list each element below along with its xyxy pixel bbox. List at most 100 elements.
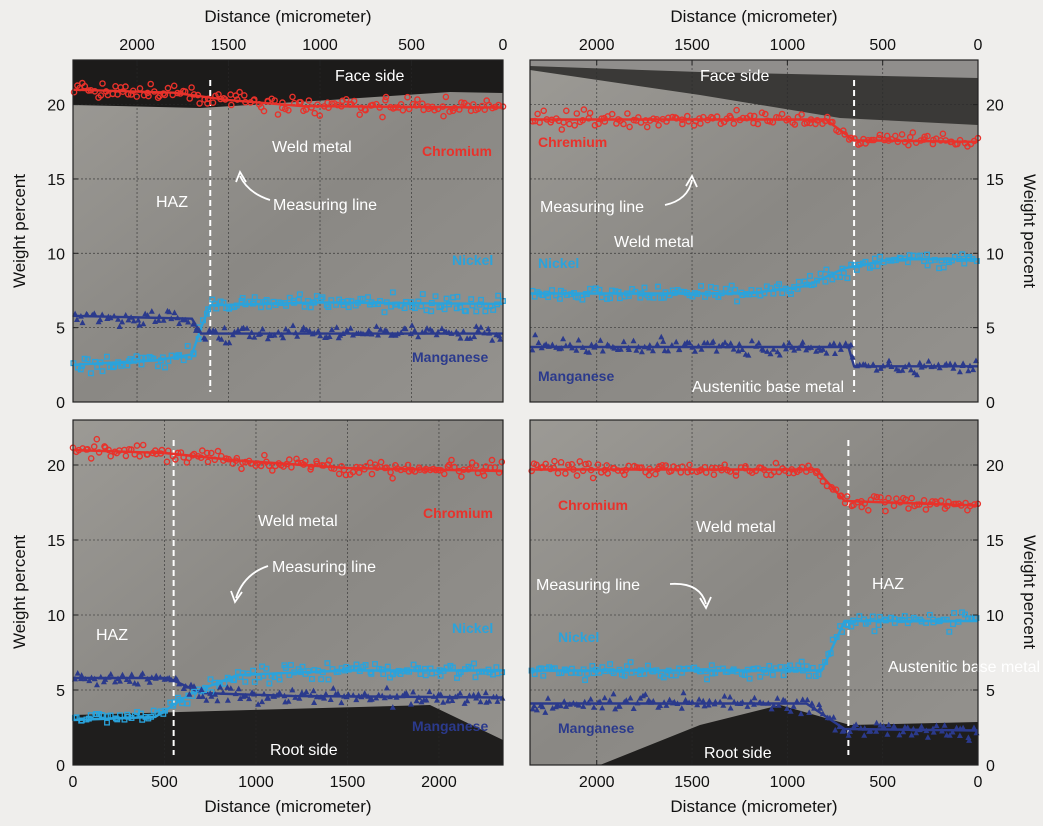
data-point-manganese <box>79 319 86 326</box>
data-point-manganese <box>575 336 582 343</box>
data-point-chromium <box>480 472 488 479</box>
data-point-nickel <box>97 359 104 366</box>
data-point-manganese <box>873 728 880 734</box>
data-point-manganese <box>947 360 954 367</box>
data-point-chromium <box>154 94 162 101</box>
data-point-chromium <box>732 472 740 479</box>
data-point-chromium <box>177 449 185 456</box>
data-point-chromium <box>170 82 178 90</box>
data-point-chromium <box>491 464 499 471</box>
data-point-chromium <box>328 100 336 107</box>
data-point-manganese <box>235 685 242 692</box>
data-point-nickel <box>461 307 468 314</box>
data-point-manganese <box>185 318 192 325</box>
data-point-manganese <box>220 689 227 695</box>
data-point-manganese <box>403 690 410 696</box>
data-point-chremium <box>758 109 766 116</box>
data-point-chromium <box>911 502 918 510</box>
data-point-manganese <box>798 341 805 347</box>
data-point-nickel <box>955 618 962 625</box>
data-point-manganese <box>563 703 570 709</box>
data-point-manganese <box>966 737 973 743</box>
data-point-manganese <box>625 344 632 351</box>
data-point-manganese <box>588 341 595 348</box>
data-point-manganese <box>419 329 426 335</box>
data-point-nickel <box>669 287 676 294</box>
data-point-manganese <box>446 694 453 700</box>
data-point-manganese <box>78 675 84 682</box>
data-point-chromium <box>858 497 865 505</box>
data-point-manganese <box>890 723 897 729</box>
data-point-manganese <box>265 695 272 701</box>
data-point-chromium <box>677 469 685 476</box>
data-point-manganese <box>214 697 221 704</box>
data-point-chremium <box>764 117 771 125</box>
annotation-haz: HAZ <box>872 576 904 593</box>
data-point-nickel <box>142 354 149 361</box>
data-point-manganese <box>918 364 925 370</box>
data-point-nickel <box>380 671 387 677</box>
data-point-nickel <box>270 298 277 305</box>
data-point-nickel <box>779 290 786 297</box>
data-point-chremium <box>613 120 620 127</box>
label-manganese: Manganese <box>538 368 614 384</box>
data-point-manganese <box>221 324 228 331</box>
data-point-nickel <box>453 305 460 312</box>
data-point-nickel <box>106 364 113 370</box>
data-point-nickel <box>471 660 477 667</box>
data-point-manganese <box>449 697 456 703</box>
data-point-chromium <box>741 464 749 472</box>
data-point-manganese <box>289 686 296 693</box>
data-point-manganese <box>645 696 652 703</box>
data-point-manganese <box>144 675 151 682</box>
data-point-nickel <box>904 259 911 266</box>
data-point-manganese <box>222 339 229 346</box>
data-point-nickel <box>921 258 928 265</box>
data-point-manganese <box>793 698 800 704</box>
data-point-chromium <box>756 464 763 471</box>
data-point-manganese <box>768 705 775 712</box>
data-point-nickel <box>924 262 931 269</box>
data-point-chromium <box>422 465 430 473</box>
data-point-nickel <box>366 301 373 308</box>
data-point-nickel <box>946 628 953 635</box>
data-point-chromium <box>881 498 889 506</box>
data-point-manganese <box>457 690 464 696</box>
data-point-nickel <box>494 301 501 308</box>
data-point-chromium <box>440 470 448 478</box>
data-point-nickel <box>266 680 273 687</box>
data-point-chromium <box>261 451 268 459</box>
data-point-nickel <box>770 290 777 297</box>
data-point-nickel <box>549 287 555 294</box>
data-point-nickel <box>812 673 819 680</box>
data-point-chremium <box>626 123 633 131</box>
data-point-nickel <box>170 702 177 709</box>
data-point-chremium <box>855 141 862 148</box>
data-point-nickel <box>730 666 737 673</box>
data-point-manganese <box>696 696 703 702</box>
data-point-manganese <box>285 698 292 704</box>
data-point-chremium <box>573 110 581 117</box>
data-point-nickel <box>924 251 930 258</box>
x-axis-title-top-left: Distance (micrometer) <box>204 7 371 26</box>
data-point-manganese <box>748 337 755 344</box>
data-point-nickel <box>589 663 596 669</box>
data-point-manganese <box>663 702 670 708</box>
data-point-nickel <box>356 668 363 675</box>
data-point-nickel <box>584 670 591 677</box>
data-point-nickel <box>888 257 895 264</box>
data-point-manganese <box>824 714 831 721</box>
data-point-nickel <box>221 680 228 687</box>
data-point-chromium <box>964 506 971 514</box>
data-point-chromium <box>554 469 562 477</box>
data-point-nickel <box>655 283 661 290</box>
data-point-nickel <box>328 297 335 304</box>
data-point-manganese <box>453 328 460 335</box>
data-point-manganese <box>464 697 471 704</box>
data-point-nickel <box>602 668 609 675</box>
data-point-chremium <box>624 110 631 117</box>
data-point-chromium <box>324 99 331 106</box>
data-point-nickel <box>406 668 413 675</box>
data-point-manganese <box>191 683 197 689</box>
data-point-manganese <box>74 670 81 676</box>
